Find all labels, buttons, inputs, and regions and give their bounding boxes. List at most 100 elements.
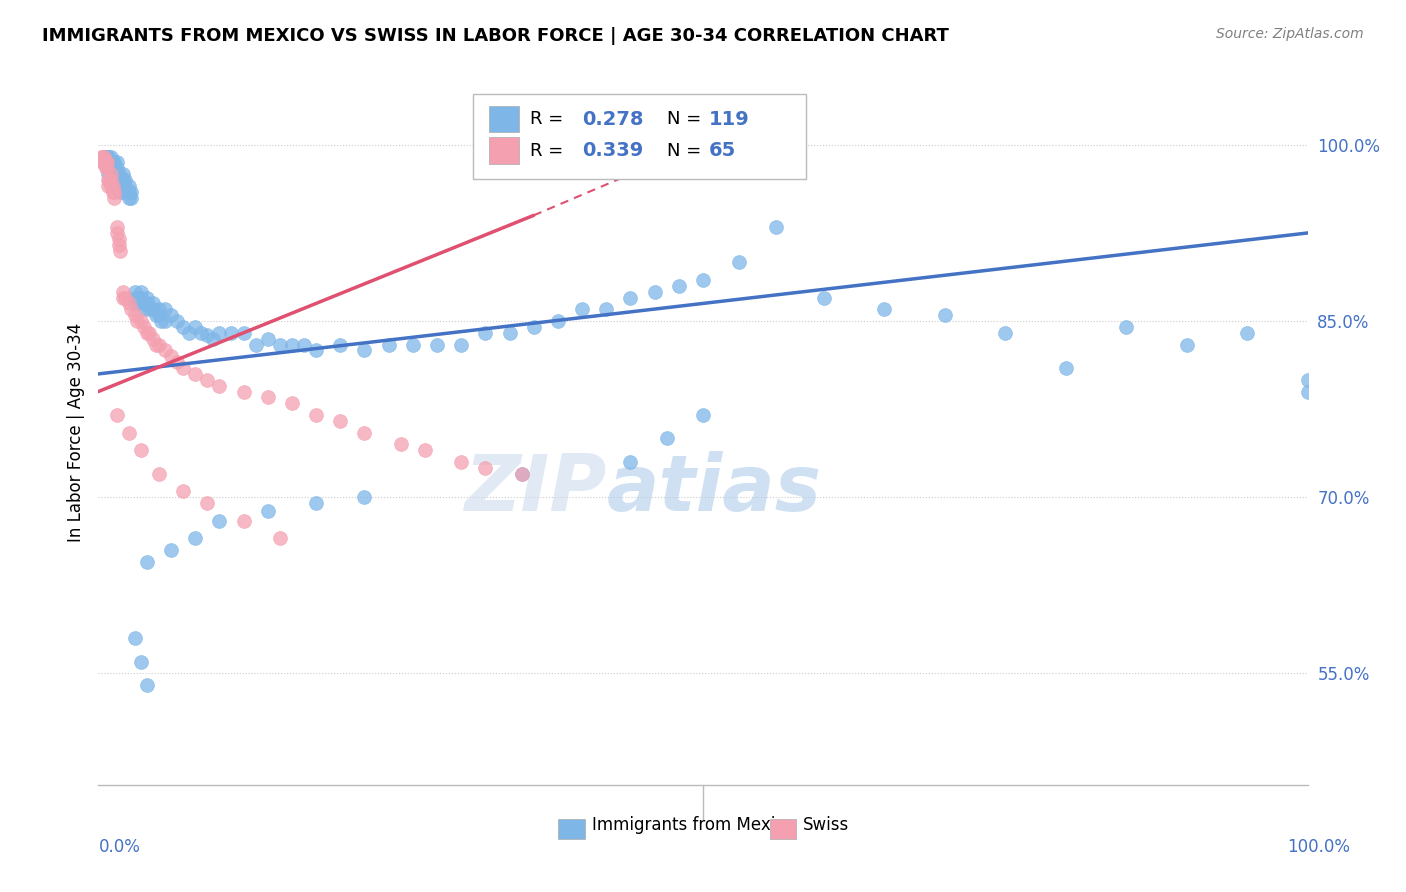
- Point: [474, 461, 496, 475]
- Point: [692, 273, 714, 287]
- Point: [138, 302, 160, 317]
- Point: [1296, 384, 1319, 399]
- Point: [108, 173, 131, 187]
- FancyBboxPatch shape: [489, 105, 519, 132]
- Point: [142, 302, 165, 317]
- Text: N =: N =: [666, 142, 702, 160]
- Point: [256, 332, 278, 346]
- Point: [873, 302, 896, 317]
- Text: atias: atias: [606, 451, 821, 527]
- Point: [208, 514, 231, 528]
- Point: [150, 314, 173, 328]
- Point: [97, 173, 120, 187]
- Point: [305, 343, 328, 358]
- Point: [96, 161, 118, 176]
- Point: [153, 343, 176, 358]
- Point: [1175, 337, 1198, 351]
- Point: [202, 332, 225, 346]
- Point: [129, 291, 152, 305]
- Text: Swiss: Swiss: [803, 816, 849, 834]
- Point: [160, 349, 183, 363]
- Point: [93, 150, 115, 164]
- Text: 100.0%: 100.0%: [1286, 838, 1350, 856]
- Point: [994, 326, 1017, 340]
- Point: [145, 308, 167, 322]
- Point: [96, 150, 118, 164]
- Point: [94, 155, 117, 169]
- Point: [108, 178, 131, 194]
- Point: [111, 178, 134, 194]
- Point: [129, 285, 152, 299]
- Point: [124, 296, 146, 310]
- Text: 0.0%: 0.0%: [98, 838, 141, 856]
- Point: [153, 314, 176, 328]
- Point: [195, 496, 218, 510]
- Point: [269, 532, 291, 546]
- Point: [184, 532, 207, 546]
- Point: [97, 150, 120, 164]
- Point: [118, 185, 141, 199]
- Text: Source: ZipAtlas.com: Source: ZipAtlas.com: [1216, 27, 1364, 41]
- Point: [305, 408, 328, 422]
- Text: 119: 119: [709, 110, 749, 128]
- Point: [105, 408, 128, 422]
- Point: [148, 302, 170, 317]
- Point: [232, 384, 254, 399]
- FancyBboxPatch shape: [769, 819, 796, 838]
- Point: [124, 631, 146, 645]
- Point: [135, 326, 157, 340]
- Point: [120, 302, 142, 317]
- Point: [105, 161, 128, 176]
- Point: [813, 291, 835, 305]
- Y-axis label: In Labor Force | Age 30-34: In Labor Force | Age 30-34: [66, 323, 84, 542]
- Point: [292, 337, 315, 351]
- Point: [97, 178, 120, 194]
- Point: [160, 308, 183, 322]
- Point: [101, 155, 124, 169]
- Point: [145, 337, 167, 351]
- Point: [269, 337, 291, 351]
- Point: [644, 285, 666, 299]
- Point: [135, 555, 157, 569]
- Point: [118, 425, 141, 440]
- Point: [134, 302, 156, 317]
- Point: [619, 455, 641, 469]
- Point: [111, 173, 134, 187]
- Point: [692, 408, 714, 422]
- Point: [619, 291, 641, 305]
- Point: [94, 161, 117, 176]
- Point: [208, 326, 231, 340]
- Point: [103, 155, 125, 169]
- Point: [98, 173, 121, 187]
- Point: [101, 185, 124, 199]
- Point: [114, 178, 136, 194]
- Point: [305, 496, 328, 510]
- Point: [111, 185, 134, 199]
- Point: [93, 150, 115, 164]
- Point: [108, 237, 131, 252]
- Point: [101, 161, 124, 176]
- Point: [120, 185, 142, 199]
- Point: [138, 326, 160, 340]
- Point: [377, 337, 399, 351]
- Point: [105, 220, 128, 235]
- Point: [101, 178, 124, 194]
- Point: [97, 155, 120, 169]
- Point: [124, 291, 146, 305]
- Point: [103, 173, 125, 187]
- Point: [934, 308, 956, 322]
- Point: [103, 185, 125, 199]
- Point: [91, 155, 114, 169]
- Point: [172, 361, 194, 376]
- Point: [129, 314, 152, 328]
- Point: [96, 150, 118, 164]
- Point: [655, 432, 678, 446]
- Point: [108, 167, 131, 181]
- Point: [100, 150, 122, 164]
- Point: [100, 178, 122, 194]
- Point: [134, 320, 156, 334]
- Point: [353, 490, 375, 504]
- Text: IMMIGRANTS FROM MEXICO VS SWISS IN LABOR FORCE | AGE 30-34 CORRELATION CHART: IMMIGRANTS FROM MEXICO VS SWISS IN LABOR…: [42, 27, 949, 45]
- Point: [450, 455, 472, 469]
- Point: [129, 655, 152, 669]
